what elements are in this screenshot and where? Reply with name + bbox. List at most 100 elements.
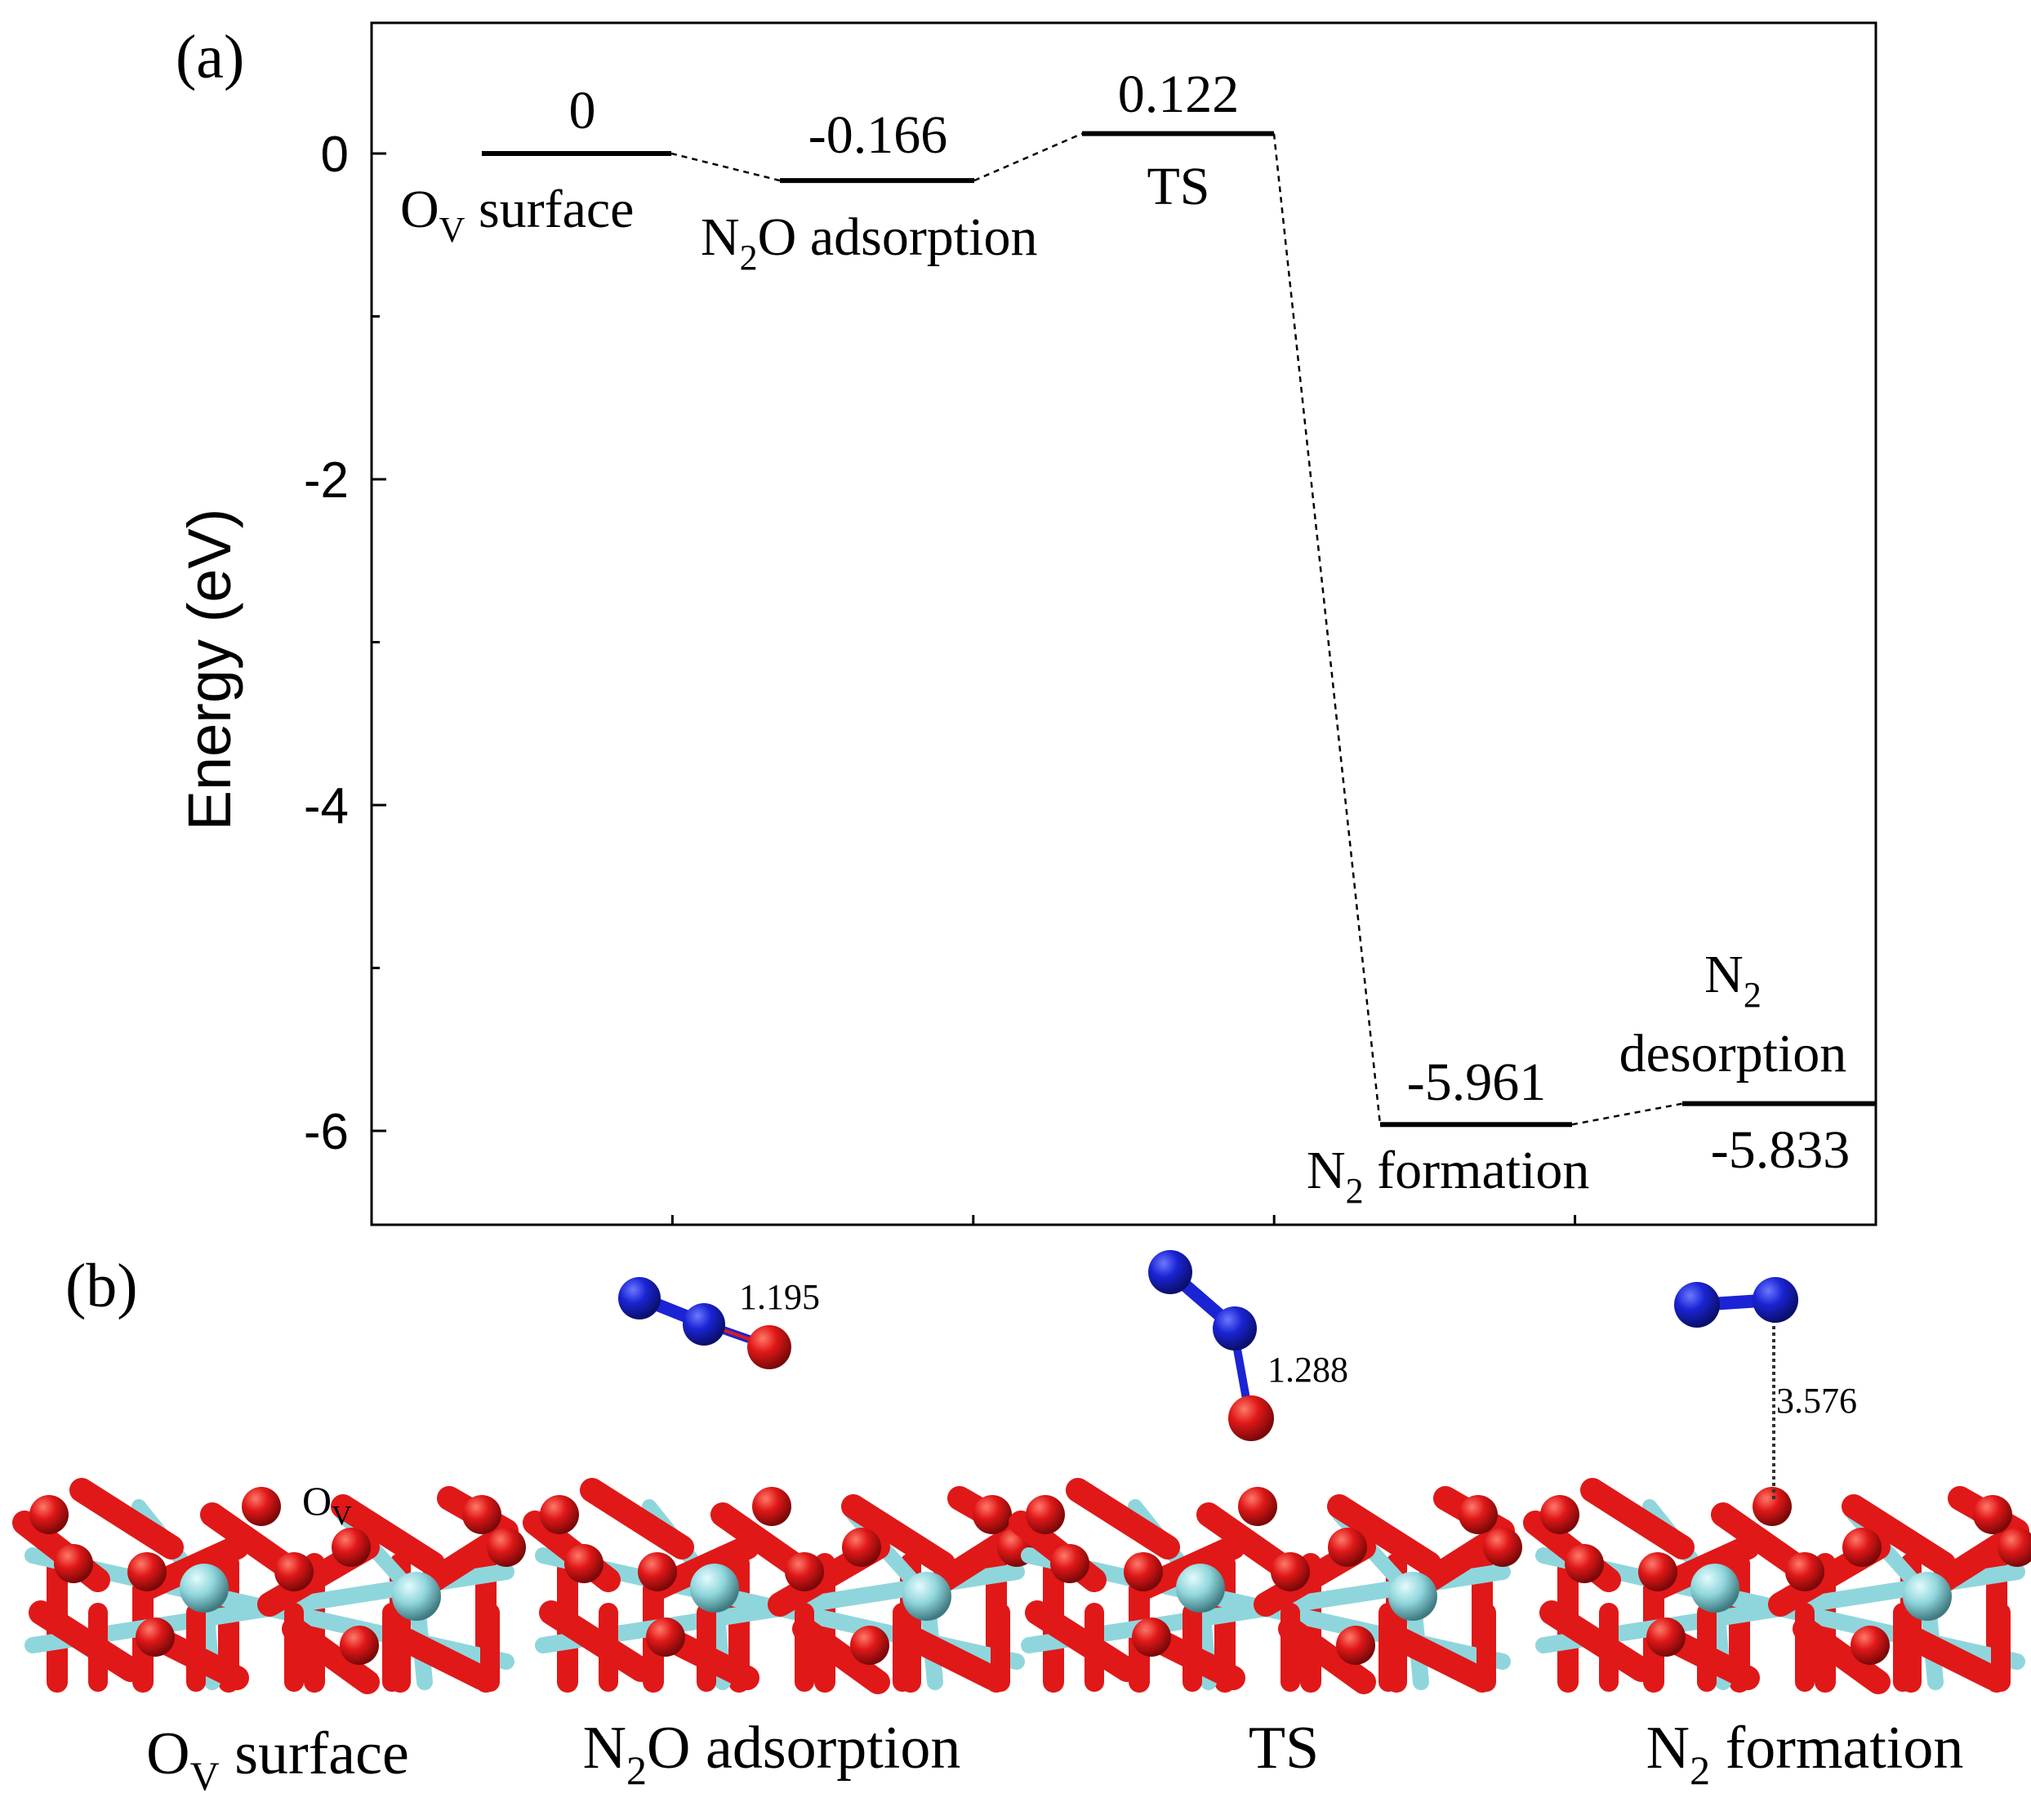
bond-label-n2o: 1.195: [739, 1277, 820, 1317]
y-axis-ticks: 0 -2 -4 -6: [304, 127, 1877, 1225]
energy-profile-chart: 0 -2 -4 -6 Energy (eV) 0 -0.166 0.122 -5.96…: [176, 21, 1877, 1226]
nitrogen-atom: [683, 1303, 725, 1346]
oxygen-atom: [29, 1495, 69, 1534]
slab-oxygen-bond: [1025, 1600, 1139, 1682]
connector-n2o-ts: [973, 132, 1083, 182]
oxygen-atom: [1565, 1544, 1604, 1583]
oxide-slab: [1523, 1478, 2031, 1694]
oxygen-atom: [785, 1552, 824, 1591]
oxide-slab: [523, 1478, 1036, 1694]
oxygen-atom: [1228, 1395, 1274, 1441]
oxygen-atom: [564, 1544, 604, 1583]
oxygen-atom: [1459, 1495, 1498, 1534]
nitrogen-atom: [618, 1277, 661, 1319]
site-label-ov: OV: [302, 1478, 352, 1531]
oxygen-atom: [274, 1552, 314, 1591]
metal-atom: [180, 1564, 229, 1613]
energy-levels: [482, 131, 1876, 1128]
slab-oxygen-bond: [282, 1617, 380, 1694]
value-label-n2d: -5.833: [1711, 1120, 1850, 1180]
plot-frame: [370, 21, 1877, 1226]
slab-oxygen-bond: [331, 1494, 445, 1576]
metal-atom: [1388, 1572, 1437, 1621]
slab-oxygen-bond: [1278, 1617, 1376, 1694]
n2o-molecule: [618, 1277, 791, 1369]
bond-label-ts: 1.288: [1267, 1350, 1348, 1390]
state-label-n2f: N2 formation: [1307, 1141, 1589, 1211]
oxygen-atom: [1540, 1495, 1579, 1534]
state-label-ts: TS: [1147, 157, 1209, 216]
oxygen-atom: [747, 1325, 791, 1369]
slab-oxygen-bond: [1384, 1625, 1490, 1690]
oxygen-atom: [1998, 1528, 2031, 1567]
nitrogen-atom: [1213, 1306, 1257, 1351]
oxygen-atom: [1328, 1528, 1367, 1567]
slab-oxygen-bond: [1580, 1478, 1695, 1560]
y-axis-label: Energy (eV): [176, 509, 243, 831]
bond-label-n2f: 3.576: [1776, 1381, 1857, 1421]
slab-oxygen-bond: [1327, 1494, 1441, 1576]
slab-oxygen-bond: [1066, 1478, 1180, 1560]
metal-atom: [902, 1572, 951, 1621]
oxygen-atom: [54, 1544, 93, 1583]
oxygen-atom: [1124, 1552, 1163, 1591]
oxygen-atom: [1271, 1552, 1310, 1591]
oxygen-atom: [127, 1552, 167, 1591]
oxygen-atom: [1238, 1487, 1277, 1526]
oxide-slab: [1009, 1478, 1522, 1694]
slab-oxygen-bond: [69, 1478, 184, 1560]
state-label-n2d-top: N2: [1704, 945, 1762, 1015]
oxygen-atom: [1050, 1544, 1089, 1583]
slab-oxygen-bond: [580, 1478, 694, 1560]
oxygen-atom: [973, 1495, 1012, 1534]
oxygen-atom: [1842, 1528, 1882, 1567]
connector-n2f-n2d: [1571, 1102, 1683, 1126]
oxygen-atom: [1132, 1618, 1171, 1657]
state-label-ov: OV surface: [400, 180, 634, 250]
oxygen-atom: [850, 1626, 889, 1665]
slab-oxygen-bond: [898, 1625, 1004, 1690]
value-label-n2o: -0.166: [808, 105, 947, 165]
slab-oxygen-bond: [792, 1617, 890, 1694]
oxygen-atom: [332, 1528, 371, 1567]
metal-atom: [392, 1572, 441, 1621]
oxygen-atom: [1851, 1626, 1890, 1665]
caption-ts: TS: [1249, 1715, 1319, 1782]
oxygen-atom: [1638, 1552, 1677, 1591]
y-tick-label: 0: [321, 127, 349, 183]
oxygen-atom: [752, 1487, 791, 1526]
oxygen-atom: [1646, 1618, 1686, 1657]
oxygen-atom: [842, 1528, 881, 1567]
connector-lines: [670, 132, 1683, 1126]
nitrogen-atom: [1674, 1282, 1720, 1328]
oxygen-atom: [487, 1528, 526, 1567]
ts-molecule: [1148, 1250, 1274, 1441]
y-tick-label: -4: [304, 778, 349, 834]
slab-oxygen-bond: [1793, 1617, 1891, 1694]
oxygen-atom: [1026, 1495, 1065, 1534]
oxygen-atom: [1483, 1528, 1522, 1567]
oxygen-atom: [1973, 1495, 2012, 1534]
metal-atom: [690, 1564, 739, 1613]
state-label-n2d-bottom: desorption: [1619, 1024, 1847, 1084]
slab-oxygen-bond: [539, 1600, 653, 1682]
panel-a-label: (a): [176, 23, 244, 91]
caption-ov-surface: OV surface: [146, 1720, 409, 1799]
slab-oxygen-bond: [29, 1600, 143, 1682]
oxygen-atom: [638, 1552, 677, 1591]
metal-atom: [1176, 1564, 1225, 1613]
nitrogen-atom: [1753, 1277, 1798, 1323]
oxygen-atom: [242, 1487, 281, 1526]
y-tick-label: -6: [304, 1104, 349, 1160]
metal-atom: [1690, 1564, 1739, 1613]
oxygen-atom: [1336, 1626, 1375, 1665]
value-label-ts: 0.122: [1118, 65, 1240, 124]
metal-atom: [1903, 1572, 1952, 1621]
connector-ts-n2f: [1272, 133, 1382, 1125]
oxygen-atom: [462, 1495, 501, 1534]
oxygen-atom: [646, 1618, 685, 1657]
caption-n2-formation: N2 formation: [1646, 1715, 1964, 1793]
connector-ov-n2o: [670, 152, 781, 182]
panel-b-label: (b): [65, 1252, 138, 1320]
